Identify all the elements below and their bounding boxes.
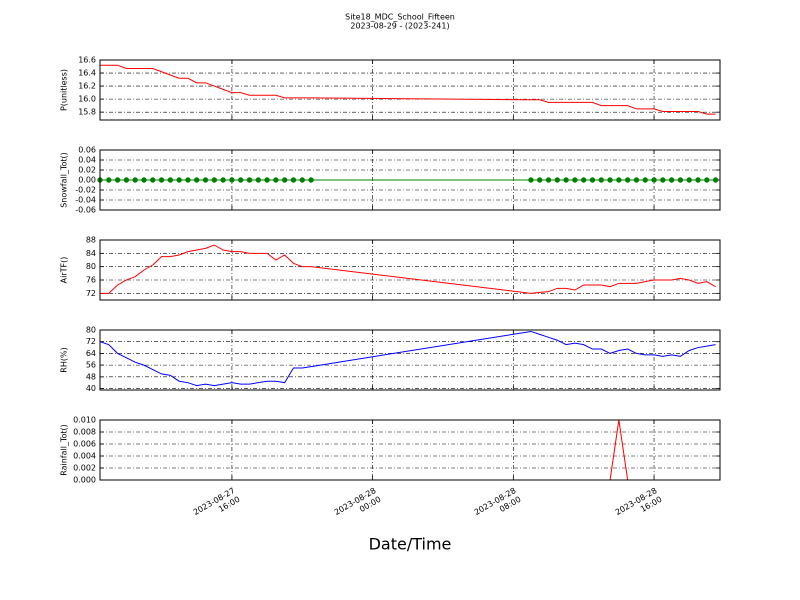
y-tick-label: 0.008 <box>73 428 96 437</box>
plot-frame <box>99 149 721 211</box>
data-point <box>220 177 226 183</box>
data-point <box>246 177 253 183</box>
data-point <box>281 177 288 183</box>
data-point <box>158 177 165 183</box>
data-point <box>229 177 235 183</box>
data-point <box>176 177 182 183</box>
data-point <box>589 177 596 183</box>
data-point <box>202 177 209 183</box>
y-tick-label: 15.8 <box>78 108 96 117</box>
y-tick-label: -0.06 <box>75 206 96 215</box>
y-tick-label: 0.010 <box>73 416 96 425</box>
plot-frame <box>99 239 721 301</box>
data-point <box>528 177 534 183</box>
data-point <box>132 177 138 183</box>
data-point <box>651 177 657 183</box>
y-tick-label: 48 <box>86 372 96 381</box>
y-axis-label: P(unitless) <box>60 69 69 111</box>
data-point <box>150 177 156 183</box>
data-point <box>114 177 121 183</box>
data-point <box>624 177 631 183</box>
y-tick-label: 76 <box>86 276 96 285</box>
data-point <box>642 177 648 183</box>
y-axis-label: AirTF() <box>60 257 69 284</box>
data-point <box>545 177 552 183</box>
y-tick-label: 64 <box>86 349 96 358</box>
y-tick-label: 0.02 <box>78 166 96 175</box>
data-point <box>677 177 684 183</box>
data-line <box>100 64 716 115</box>
data-point <box>704 177 710 183</box>
data-point <box>598 177 604 183</box>
data-point <box>660 177 666 183</box>
y-tick-label: 72 <box>86 337 96 346</box>
y-axis-label: Snowfall_Tot() <box>60 152 69 208</box>
y-tick-label: 56 <box>86 361 96 370</box>
y-tick-label: 16.0 <box>78 95 96 104</box>
y-tick-label: 0.002 <box>73 464 96 473</box>
y-tick-label: 0.06 <box>78 146 96 155</box>
y-tick-label: 80 <box>86 262 96 271</box>
data-point <box>668 177 675 183</box>
y-tick-label: 88 <box>86 236 96 245</box>
data-point <box>686 177 692 183</box>
y-tick-label: 0.04 <box>78 156 96 165</box>
data-point <box>123 177 130 183</box>
data-point <box>290 177 297 183</box>
y-axis-label: Rainfall_Tot() <box>60 424 69 476</box>
data-point <box>299 177 305 183</box>
data-point <box>607 177 613 183</box>
data-point <box>712 177 719 183</box>
y-tick-label: 84 <box>86 249 96 258</box>
data-point <box>194 177 200 183</box>
chart-title: Site18_MDC_School_Fifteen <box>345 13 455 22</box>
data-point <box>273 177 279 183</box>
y-tick-label: 40 <box>86 384 96 393</box>
data-point <box>695 177 701 183</box>
data-line <box>100 244 716 294</box>
y-tick-label: -0.02 <box>75 186 96 195</box>
y-tick-label: 0.004 <box>73 452 96 461</box>
data-point <box>554 177 561 183</box>
data-line <box>100 419 716 481</box>
data-point <box>167 177 174 183</box>
data-point <box>211 177 218 183</box>
chart-subtitle: 2023-08-29 - (2023-241) <box>350 22 449 31</box>
data-point <box>580 177 587 183</box>
y-tick-label: 16.6 <box>78 56 96 65</box>
data-point <box>537 177 543 183</box>
data-point <box>141 177 147 183</box>
y-tick-label: 0.006 <box>73 440 96 449</box>
y-tick-label: 80 <box>86 326 96 335</box>
y-tick-label: 72 <box>86 289 96 298</box>
y-tick-label: 16.2 <box>78 82 96 91</box>
data-point <box>633 177 640 183</box>
y-tick-label: 0.000 <box>73 476 96 485</box>
data-point <box>563 177 569 183</box>
y-tick-label: -0.04 <box>75 196 96 205</box>
data-line <box>99 330 716 387</box>
y-tick-label: 16.4 <box>78 69 96 78</box>
data-point <box>255 177 261 183</box>
data-point <box>616 177 622 183</box>
data-point <box>238 177 244 183</box>
data-point <box>308 177 314 183</box>
x-axis-label: Date/Time <box>369 535 452 554</box>
data-point <box>106 177 112 183</box>
data-point <box>264 177 270 183</box>
plot-frame <box>99 329 721 391</box>
y-tick-label: 0.00 <box>78 176 96 185</box>
plot-frame <box>99 419 721 481</box>
plot-frame <box>99 59 721 121</box>
data-point <box>185 177 191 183</box>
data-point <box>572 177 578 183</box>
y-axis-label: RH(%) <box>60 347 69 372</box>
